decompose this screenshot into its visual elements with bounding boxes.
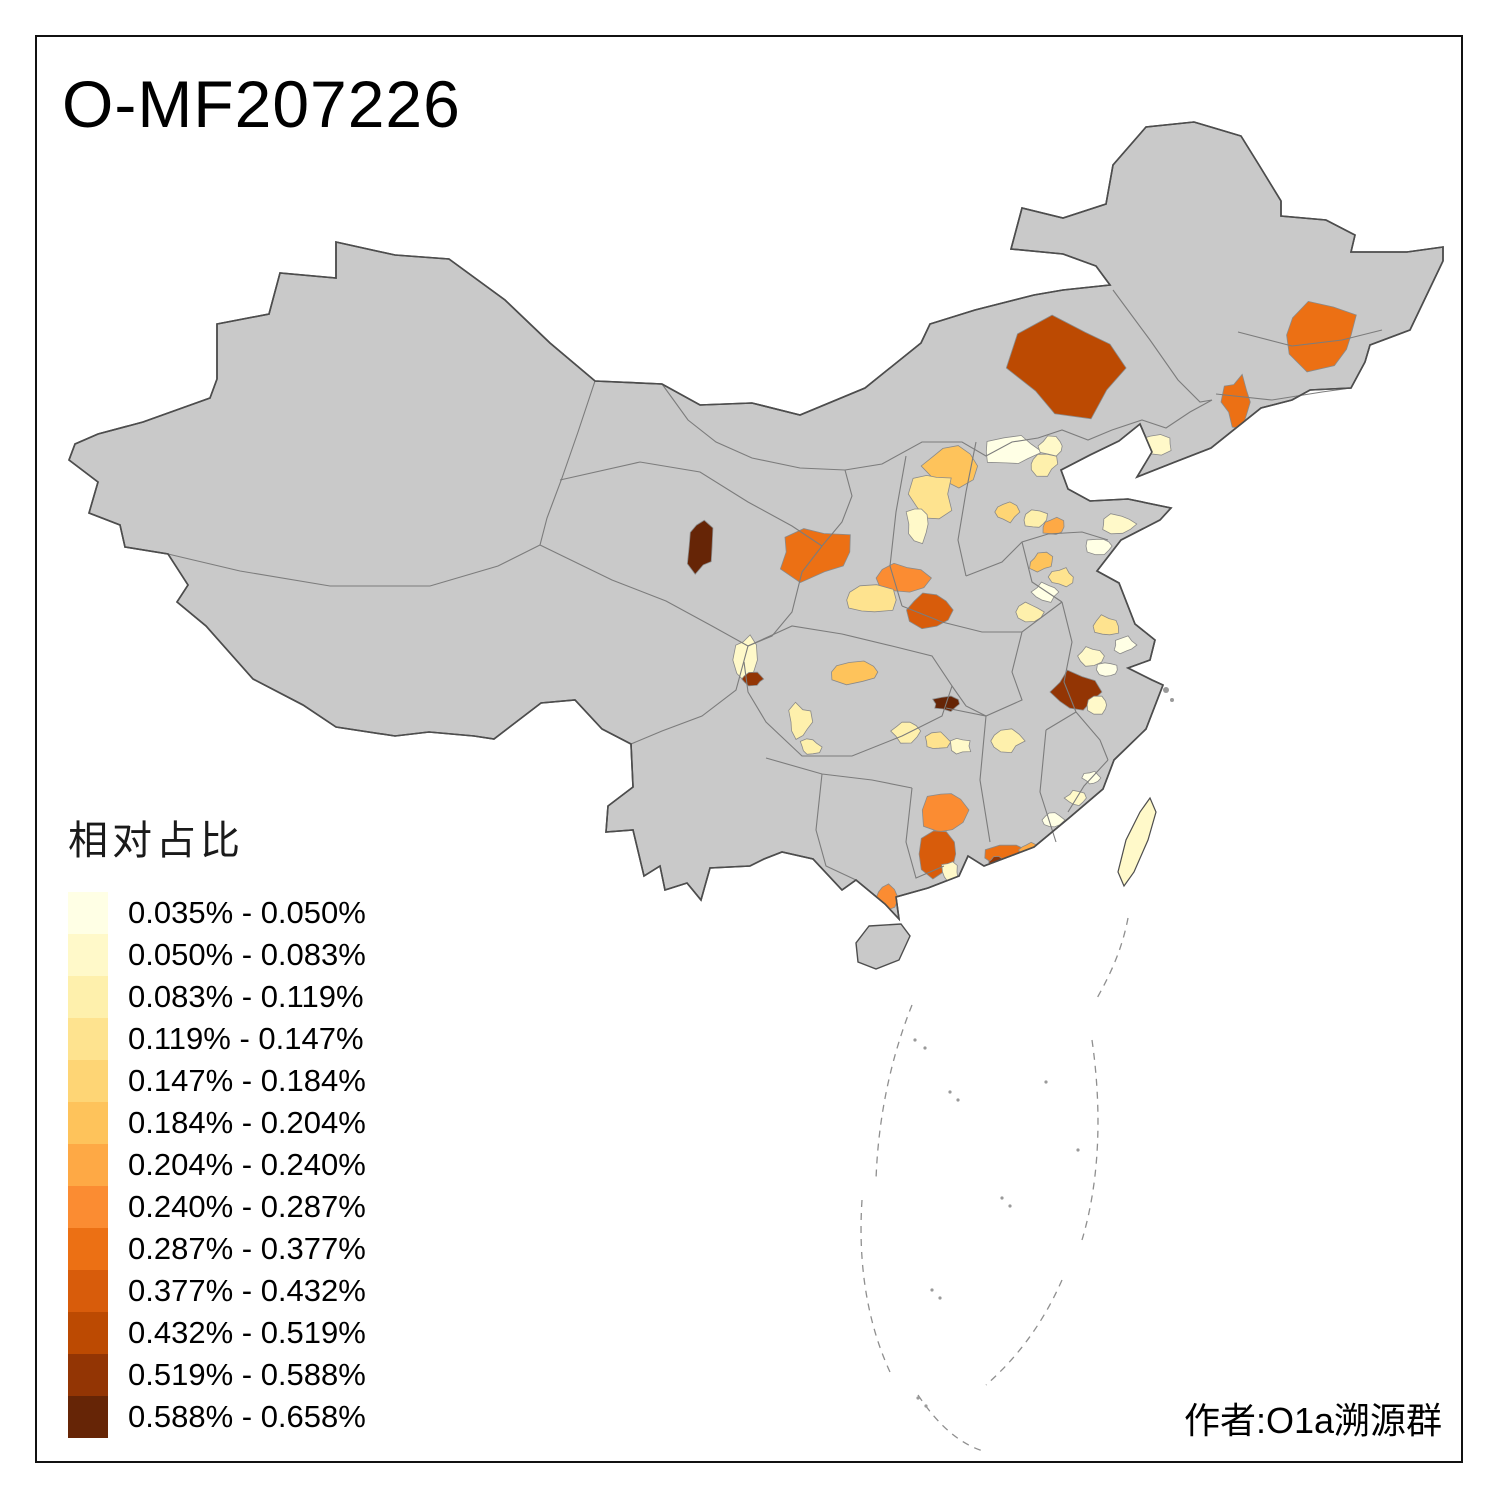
legend-label: 0.050% - 0.083% — [128, 937, 366, 972]
prefecture-region — [1286, 300, 1357, 373]
legend-item: 0.519% - 0.588% — [68, 1354, 366, 1396]
legend-swatch — [68, 1270, 108, 1312]
legend-swatch — [68, 934, 108, 976]
legend-item: 0.432% - 0.519% — [68, 1312, 366, 1354]
prefecture-region — [1086, 695, 1107, 715]
legend-swatch — [68, 1060, 108, 1102]
legend-title: 相对占比 — [68, 819, 244, 863]
legend-item: 0.377% - 0.432% — [68, 1270, 366, 1312]
prefecture-region — [686, 519, 714, 575]
legend-swatch — [68, 892, 108, 934]
prefecture-region — [788, 701, 814, 740]
legend-swatch — [68, 1228, 108, 1270]
prefecture-region — [1030, 581, 1060, 603]
prefecture-region — [907, 474, 953, 520]
legend-swatch — [68, 1396, 108, 1438]
prefecture-region — [1047, 567, 1074, 588]
legend-item: 0.240% - 0.287% — [68, 1186, 366, 1228]
prefecture-region — [1085, 538, 1113, 556]
prefecture-region — [924, 731, 952, 749]
legend-item: 0.119% - 0.147% — [68, 1018, 366, 1060]
prefecture-region — [1037, 435, 1063, 457]
legend-swatch — [68, 976, 108, 1018]
prefecture-region — [1096, 662, 1118, 677]
prefecture-region — [1139, 434, 1172, 456]
prefecture-region — [905, 508, 929, 545]
legend-label: 0.588% - 0.658% — [128, 1399, 366, 1434]
prefecture-region — [1005, 314, 1127, 420]
taiwan-island — [1117, 796, 1157, 888]
prefecture-region — [949, 737, 972, 755]
legend-item: 0.050% - 0.083% — [68, 934, 366, 976]
prefecture-region — [1029, 551, 1054, 573]
nine-dash-line — [860, 917, 1129, 1453]
legend-label: 0.119% - 0.147% — [128, 1021, 364, 1056]
legend-label: 0.432% - 0.519% — [128, 1315, 366, 1350]
prefecture-region — [875, 562, 932, 593]
prefecture-region — [1102, 513, 1138, 535]
prefecture-region — [831, 660, 879, 686]
legend-swatch — [68, 1144, 108, 1186]
legend-item: 0.147% - 0.184% — [68, 1060, 366, 1102]
prefecture-region — [1113, 635, 1138, 655]
prefecture-region — [846, 584, 897, 613]
legend-label: 0.083% - 0.119% — [128, 979, 364, 1014]
china-coastline-overlay — [68, 121, 1444, 922]
china-mainland — [68, 121, 1444, 922]
prefecture-region — [985, 435, 1044, 464]
legend: 相对占比 0.035% - 0.050% 0.050% - 0.083% 0.083… — [68, 808, 366, 1438]
province-borders — [167, 289, 1383, 881]
prefecture-region — [921, 793, 970, 833]
sea-islands — [913, 687, 1174, 1408]
legend-label: 0.377% - 0.432% — [128, 1273, 366, 1308]
legend-swatch — [68, 1312, 108, 1354]
legend-item: 0.588% - 0.658% — [68, 1396, 366, 1438]
legend-item: 0.204% - 0.240% — [68, 1144, 366, 1186]
plot-title: O-MF207226 — [62, 67, 461, 141]
legend-item: 0.184% - 0.204% — [68, 1102, 366, 1144]
legend-label: 0.204% - 0.240% — [128, 1147, 366, 1182]
legend-swatch — [68, 1102, 108, 1144]
prefecture-region — [906, 592, 954, 630]
legend-items: 0.035% - 0.050% 0.050% - 0.083% 0.083% - 0… — [68, 892, 366, 1438]
legend-label: 0.035% - 0.050% — [128, 895, 366, 930]
prefecture-region — [1092, 614, 1120, 636]
legend-label: 0.147% - 0.184% — [128, 1063, 366, 1098]
legend-label: 0.240% - 0.287% — [128, 1189, 366, 1224]
prefecture-region — [1023, 509, 1048, 528]
legend-item: 0.035% - 0.050% — [68, 892, 366, 934]
legend-label: 0.184% - 0.204% — [128, 1105, 366, 1140]
legend-swatch — [68, 1186, 108, 1228]
legend-swatch — [68, 1354, 108, 1396]
legend-item: 0.083% - 0.119% — [68, 976, 366, 1018]
hainan-island — [855, 923, 911, 970]
legend-label: 0.287% - 0.377% — [128, 1231, 366, 1266]
legend-swatch — [68, 1018, 108, 1060]
legend-item: 0.287% - 0.377% — [68, 1228, 366, 1270]
legend-label: 0.519% - 0.588% — [128, 1357, 366, 1392]
prefecture-region — [990, 728, 1026, 754]
prefecture-region — [1015, 601, 1045, 623]
prefecture-region — [994, 501, 1021, 524]
prefecture-region — [799, 738, 823, 755]
prefecture-region — [1077, 646, 1105, 667]
author-credit: 作者:O1a溯源群 — [1183, 1400, 1442, 1441]
